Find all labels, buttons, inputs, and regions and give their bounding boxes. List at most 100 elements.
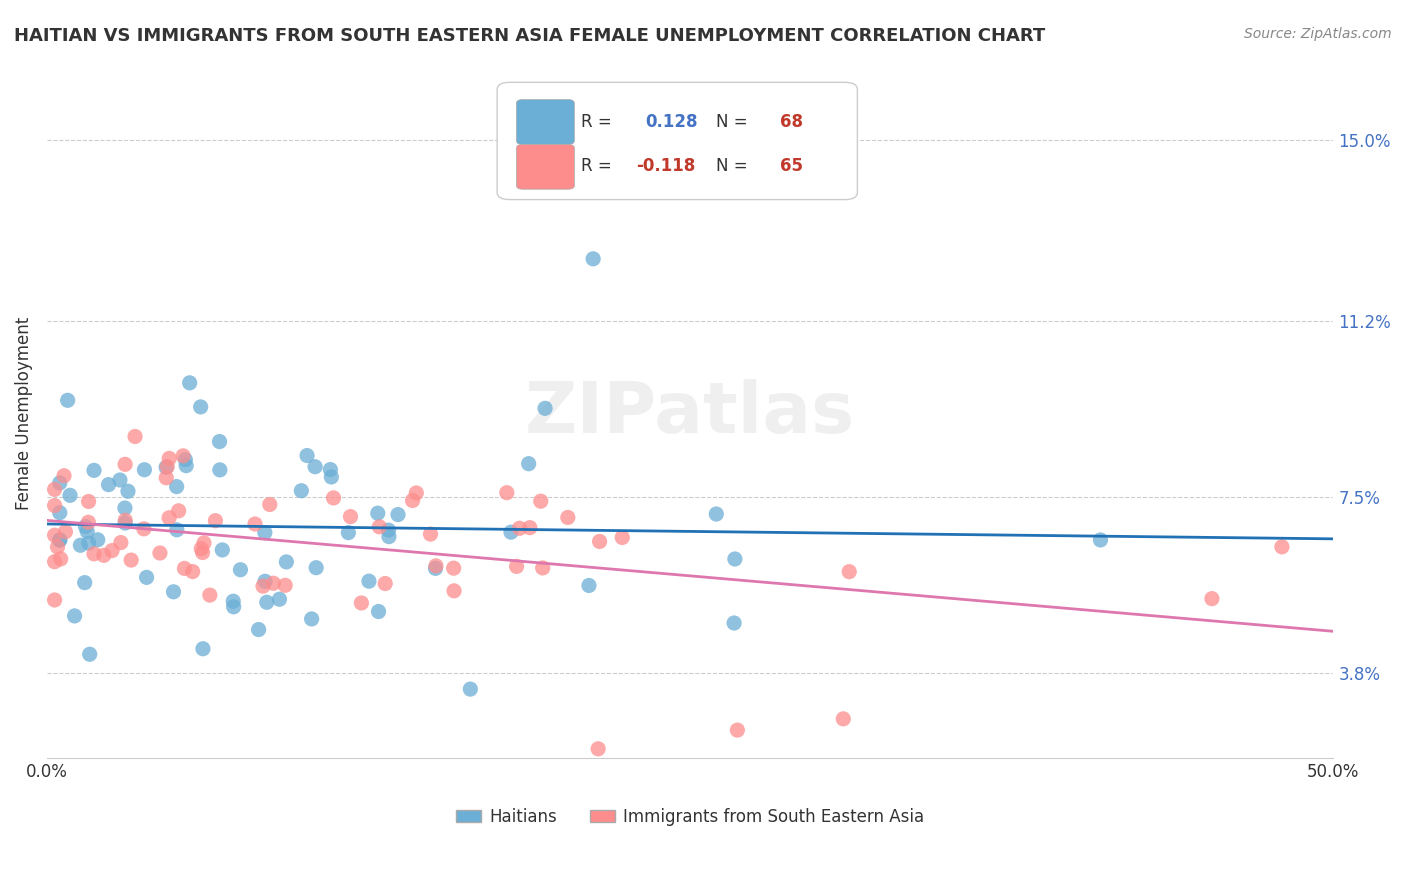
Point (101, 543, 124, 558)
Point (155, 460, 177, 475)
Point (276, 555, 298, 569)
Point (443, 561, 465, 575)
Point (44, 483, 66, 497)
Point (53, 468, 76, 483)
Point (48, 475, 70, 490)
Point (443, 583, 465, 598)
Point (269, 592, 291, 607)
Point (274, 578, 297, 592)
Point (530, 494, 553, 508)
Point (1271, 540, 1294, 554)
Point (93, 549, 115, 563)
Point (48, 533, 70, 547)
Point (76, 524, 98, 539)
Point (167, 504, 190, 518)
Point (56, 393, 79, 408)
Point (69, 538, 91, 552)
Text: -0.118: -0.118 (636, 158, 696, 176)
Point (166, 480, 188, 494)
Point (387, 508, 409, 522)
Point (319, 462, 342, 476)
Point (97, 477, 120, 491)
Point (73, 575, 96, 590)
Point (83, 547, 105, 561)
Point (204, 514, 226, 528)
Point (419, 527, 441, 541)
Point (378, 530, 401, 544)
Point (519, 521, 541, 535)
Point (135, 570, 157, 584)
Point (499, 525, 522, 540)
Point (55, 524, 77, 539)
Point (59, 488, 82, 502)
Point (162, 584, 184, 599)
Point (190, 400, 212, 414)
Point (724, 552, 747, 566)
Point (156, 459, 179, 474)
Point (114, 501, 136, 516)
Point (172, 449, 194, 463)
Point (48, 506, 70, 520)
Text: N =: N = (716, 158, 752, 176)
Point (725, 723, 748, 737)
Text: 65: 65 (780, 158, 803, 176)
Point (44, 499, 66, 513)
Point (534, 401, 557, 416)
Point (198, 588, 221, 602)
Point (357, 574, 380, 589)
Text: 0.128: 0.128 (645, 112, 697, 130)
Point (405, 486, 427, 500)
Point (460, 682, 482, 697)
Point (124, 429, 146, 443)
Point (134, 463, 156, 477)
Point (114, 513, 136, 527)
FancyBboxPatch shape (516, 145, 575, 189)
Point (190, 541, 212, 556)
Point (723, 615, 745, 630)
Point (304, 459, 326, 474)
Point (339, 509, 361, 524)
Point (173, 561, 195, 575)
Point (46, 540, 69, 554)
Point (49, 552, 72, 566)
Point (425, 558, 447, 573)
Point (367, 506, 389, 520)
Point (179, 376, 201, 390)
FancyBboxPatch shape (498, 82, 858, 200)
Point (588, 534, 610, 549)
Point (191, 545, 214, 559)
Point (114, 458, 136, 472)
Point (77, 494, 100, 508)
Point (305, 560, 328, 574)
Point (505, 559, 527, 574)
Point (259, 498, 281, 512)
Point (87, 533, 110, 547)
Point (243, 516, 266, 531)
Point (337, 525, 360, 540)
Point (582, 252, 605, 266)
Point (155, 471, 177, 485)
Text: 68: 68 (780, 112, 803, 130)
Point (295, 449, 318, 463)
Point (110, 535, 132, 549)
Point (83, 463, 105, 477)
Point (322, 491, 344, 505)
Text: N =: N = (716, 112, 752, 130)
Text: Source: ZipAtlas.com: Source: ZipAtlas.com (1244, 27, 1392, 41)
Point (44, 528, 66, 542)
Text: ZIPatlas: ZIPatlas (524, 379, 855, 448)
Point (367, 605, 389, 619)
Point (174, 458, 197, 473)
Point (75, 519, 97, 533)
Text: R =: R = (581, 112, 617, 130)
Point (586, 741, 609, 756)
Point (557, 510, 579, 524)
Point (77, 536, 100, 550)
Point (401, 493, 423, 508)
Point (181, 565, 204, 579)
Point (222, 594, 245, 608)
Point (612, 531, 634, 545)
Point (79, 647, 101, 661)
Point (157, 510, 180, 524)
Point (157, 451, 180, 466)
